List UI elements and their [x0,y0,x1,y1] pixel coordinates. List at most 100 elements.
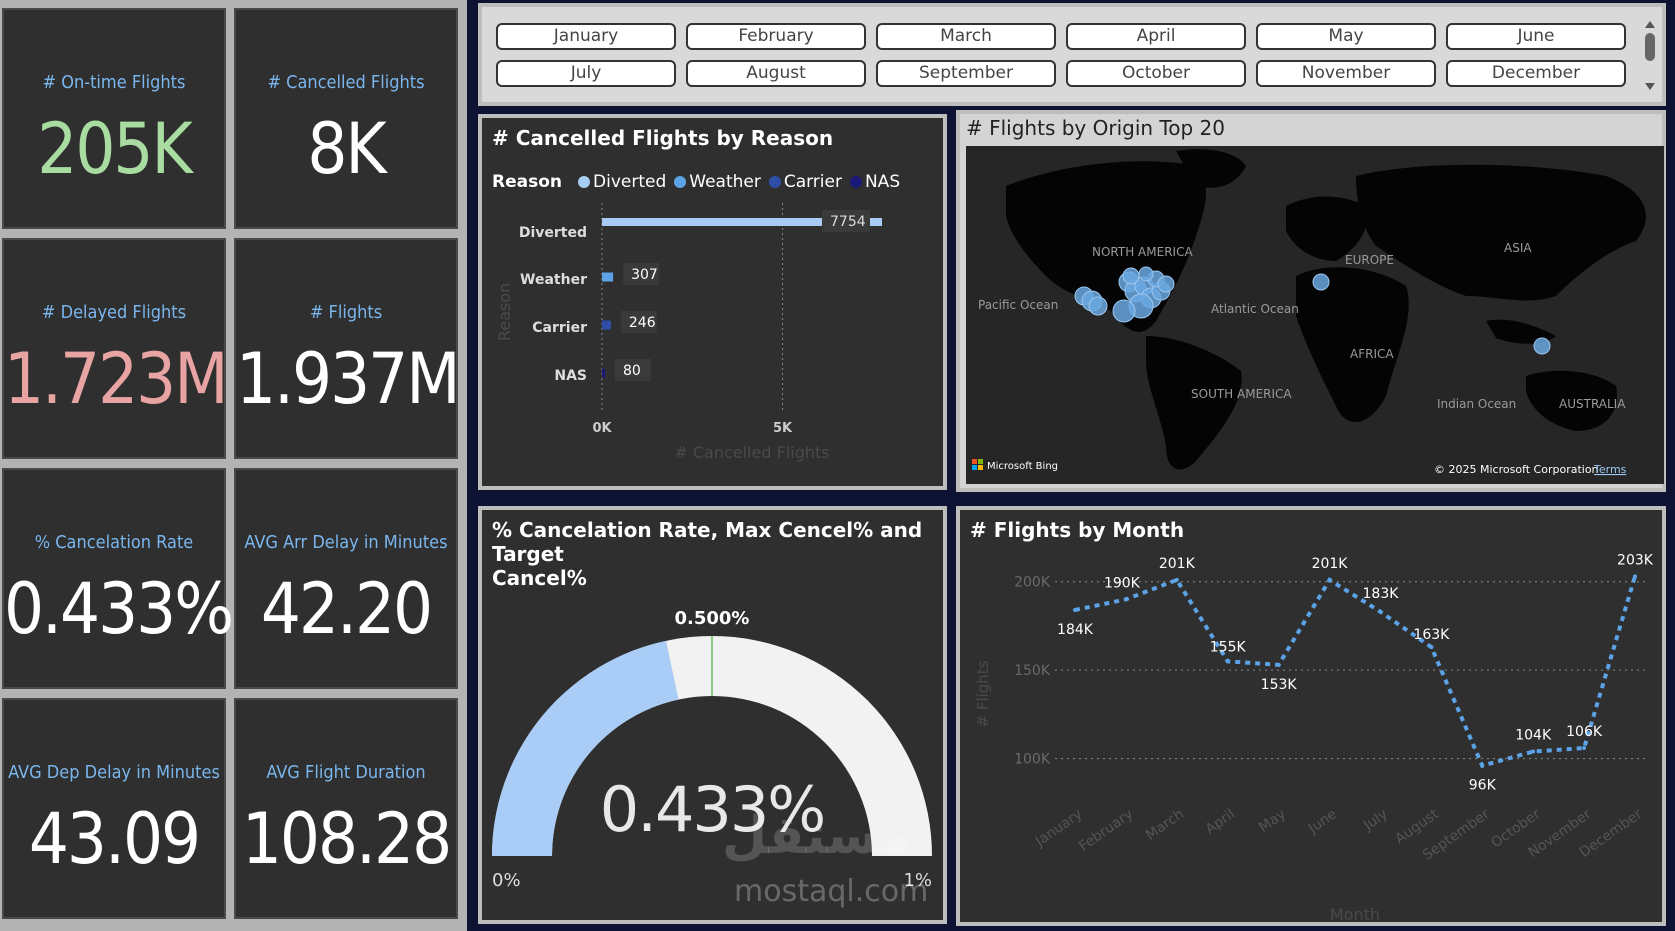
month-slicer: January February March April May June Ju… [478,3,1666,106]
month-button-november[interactable]: November [1256,60,1436,87]
title-line: Cancel% [492,566,587,590]
gauge-target-label: 0.500% [675,608,750,629]
month-button-october[interactable]: October [1066,60,1246,87]
y-tick-label: 200K [1014,575,1051,591]
data-point[interactable] [1429,645,1434,650]
month-button-august[interactable]: August [686,60,866,87]
category-label: Diverted [519,225,587,241]
kpi-label: # Cancelled Flights [267,72,425,93]
kpi-value: 0.433% [4,568,234,650]
data-label: 307 [631,267,658,283]
kpi-value: 1.723M [4,338,229,420]
title-line: % Cancelation Rate, Max Cencel% and Targ… [492,518,923,566]
bing-text: Microsoft Bing [987,461,1058,472]
world-map[interactable]: NORTH AMERICA EUROPE ASIA Pacific Ocean … [966,146,1664,484]
chart-legend: Reason Diverted Weather Carrier NAS [492,172,900,192]
kpi-card-cancel-rate: % Cancelation Rate 0.433% [2,468,234,689]
map-label: ASIA [1504,241,1532,255]
legend-item[interactable]: Weather [689,172,761,192]
month-button-june[interactable]: June [1446,23,1626,50]
category-label: Carrier [532,320,587,336]
x-axis-title: # Cancelled Flights [674,443,829,462]
legend-dot-icon [768,176,781,188]
kpi-card-cancelled: # Cancelled Flights 8K [234,8,458,229]
y-axis-title: Reason [495,283,514,341]
month-button-february[interactable]: February [686,23,866,50]
data-point[interactable] [1480,763,1485,768]
month-button-march[interactable]: March [876,23,1056,50]
cancel-by-reason-chart: 0K 5K # Cancelled Flights Reason Diverted 775… [495,203,882,462]
data-label: 155K [1210,639,1247,655]
kpi-card-ontime: # On-time Flights 205K [2,8,226,229]
scroll-down-icon[interactable] [1645,83,1655,90]
bar[interactable] [602,272,614,282]
month-button-january[interactable]: January [496,23,676,50]
data-point[interactable] [1225,659,1230,664]
gauge-fill [492,640,679,856]
map-label: EUROPE [1345,253,1394,267]
data-label: 106K [1566,724,1603,740]
map-label: Indian Ocean [1437,397,1516,411]
gauge-value-label: 0.433% [600,773,824,846]
bing-logo: Microsoft Bing [972,459,1058,472]
data-point[interactable] [1582,746,1587,750]
month-button-december[interactable]: December [1446,60,1626,87]
gauge-max-label: 1% [903,870,932,891]
data-point[interactable] [1531,749,1536,754]
legend-item[interactable]: NAS [864,172,901,192]
kpi-value: 8K [307,108,386,190]
data-label: 163K [1413,627,1450,643]
continent-asia [1356,164,1646,301]
scroll-up-icon[interactable] [1645,21,1655,28]
origin-bubble [1312,273,1330,291]
data-point[interactable] [1276,662,1281,667]
data-label: 80 [623,363,641,379]
month-button-september[interactable]: September [876,60,1056,87]
data-point[interactable] [1123,597,1128,602]
data-label-bg [822,210,870,232]
kpi-value: 43.09 [28,798,201,880]
month-button-july[interactable]: July [496,60,676,87]
series-line[interactable] [1074,575,1637,769]
kpi-label: AVG Dep Delay in Minutes [8,762,220,783]
data-point[interactable] [1378,609,1383,614]
kpi-card-flights: # Flights 1.937M [234,238,461,459]
origin-bubble [1157,275,1175,293]
origin-bubble [1138,266,1154,282]
legend-item[interactable]: Diverted [593,172,667,192]
kpi-card-flight-duration: AVG Flight Duration 108.28 [234,698,458,919]
watermark-latin: mostaql.com [734,874,929,909]
continent-africa [1296,267,1409,423]
kpi-label: # Delayed Flights [41,302,187,323]
kpi-value: 1.937M [236,338,461,420]
bar[interactable] [602,320,611,330]
legend-dot-icon [578,176,590,188]
bar[interactable] [602,218,882,226]
y-tick-label: 150K [1014,663,1051,679]
slicer-scrollbar[interactable] [1644,19,1656,93]
data-point[interactable] [1327,577,1332,582]
origin-bubble [1533,337,1551,355]
data-label: 201K [1159,556,1196,572]
month-button-may[interactable]: May [1256,23,1436,50]
kpi-value: 205K [37,108,192,190]
bar[interactable] [602,368,605,378]
kpi-card-arr-delay: AVG Arr Delay in Minutes 42.20 [234,468,458,689]
data-label: 104K [1515,728,1552,744]
data-point[interactable] [1633,574,1637,579]
kpi-value: 42.20 [260,568,433,650]
x-tick-label: March [1143,806,1187,844]
legend-item[interactable]: Carrier [783,172,842,192]
data-point[interactable] [1174,577,1179,582]
data-point[interactable] [1073,608,1077,612]
map-terms-link[interactable]: Terms [1593,463,1627,476]
kpi-label: % Cancelation Rate [34,532,194,553]
data-label: 203K [1617,552,1654,568]
map-panel: # Flights by Origin Top 20 NORTH AMERICA… [956,110,1666,492]
kpi-label: # On-time Flights [42,72,186,93]
scroll-thumb[interactable] [1645,33,1655,61]
map-label: Pacific Ocean [978,298,1058,312]
continent-south-america [1146,336,1242,470]
month-button-april[interactable]: April [1066,23,1246,50]
origin-bubbles[interactable] [1074,266,1551,355]
